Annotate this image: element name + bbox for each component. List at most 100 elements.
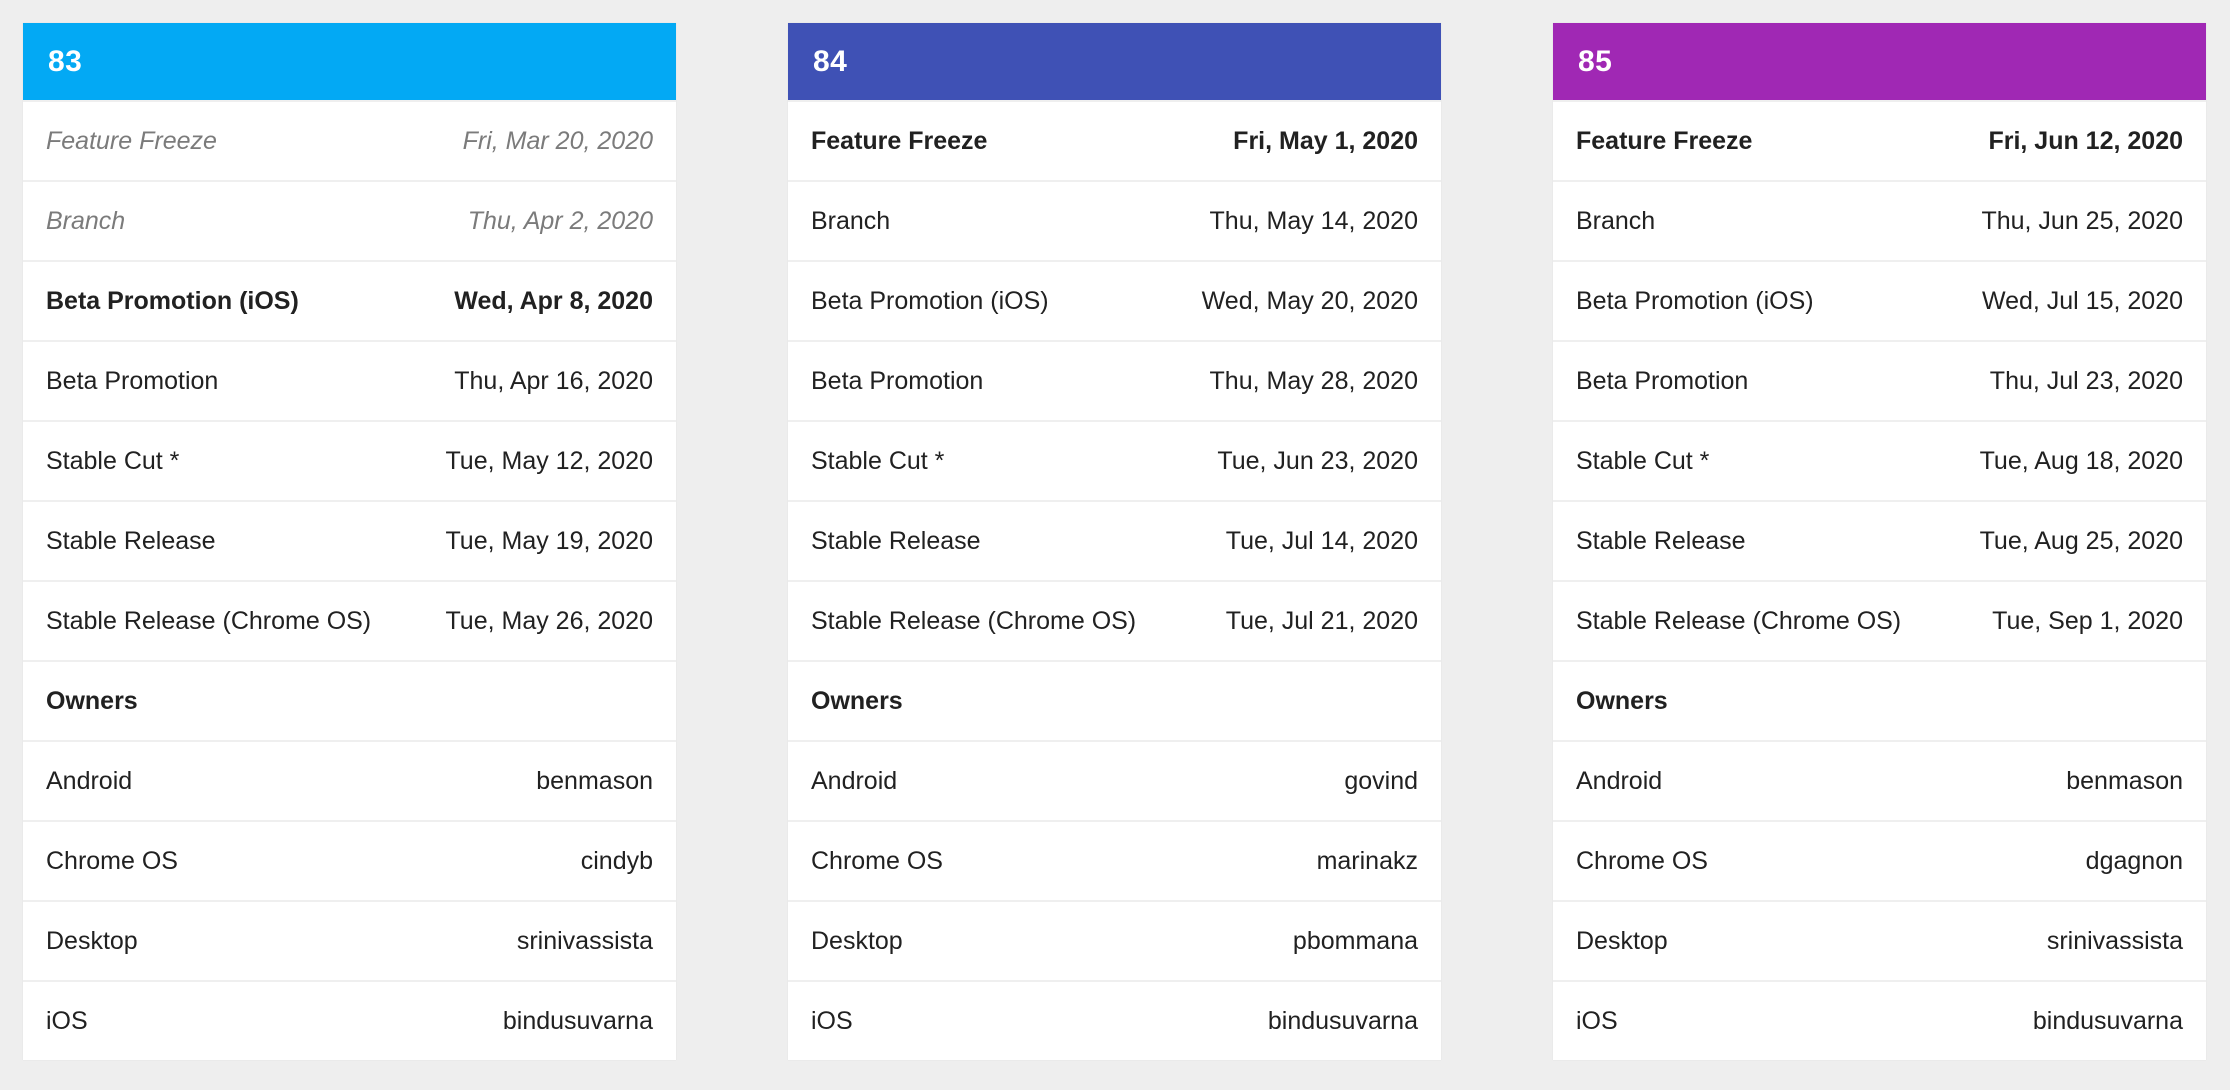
milestone-row: Feature Freeze Fri, May 1, 2020: [788, 100, 1441, 180]
owner-row: iOS bindusuvarna: [23, 980, 676, 1060]
milestone-row: Stable Release (Chrome OS) Tue, Sep 1, 20…: [1553, 580, 2206, 660]
milestone-date: Tue, May 26, 2020: [445, 606, 653, 635]
owners-header-row: Owners: [1553, 660, 2206, 740]
milestone-date: Tue, Sep 1, 2020: [1992, 606, 2183, 635]
owner-row: Chrome OS cindyb: [23, 820, 676, 900]
milestone-row: Stable Cut * Tue, Aug 18, 2020: [1553, 420, 2206, 500]
owners-heading: Owners: [811, 686, 903, 715]
platform-label: Desktop: [46, 926, 138, 955]
platform-label: Android: [1576, 766, 1663, 795]
milestone-label: Beta Promotion: [46, 366, 219, 395]
milestone-card-83: 83 Feature Freeze Fri, Mar 20, 2020 Branch…: [23, 23, 676, 1060]
owners-heading: Owners: [46, 686, 138, 715]
milestone-label: Branch: [1576, 206, 1656, 235]
milestone-label: Stable Release: [46, 526, 216, 555]
card-header: 85: [1553, 23, 2206, 100]
milestone-date: Wed, Jul 15, 2020: [1981, 286, 2183, 315]
platform-label: Android: [46, 766, 133, 795]
owner-username: benmason: [2066, 766, 2183, 795]
milestone-date: Tue, May 19, 2020: [445, 526, 653, 555]
owner-username: govind: [1344, 766, 1418, 795]
milestone-row: Stable Release Tue, Jul 14, 2020: [788, 500, 1441, 580]
milestone-label: Feature Freeze: [46, 126, 217, 155]
owners-header-row: Owners: [788, 660, 1441, 740]
owner-row: Android govind: [788, 740, 1441, 820]
milestone-date: Fri, Mar 20, 2020: [462, 126, 653, 155]
milestone-label: Feature Freeze: [1576, 126, 1753, 155]
release-schedule-board: 83 Feature Freeze Fri, Mar 20, 2020 Branch…: [23, 23, 2206, 1060]
milestone-row: Beta Promotion Thu, Jul 23, 2020: [1553, 340, 2206, 420]
platform-label: Desktop: [1576, 926, 1668, 955]
owner-username: bindusuvarna: [502, 1006, 653, 1035]
owner-username: benmason: [536, 766, 653, 795]
milestone-row: Beta Promotion (iOS) Wed, Jul 15, 2020: [1553, 260, 2206, 340]
milestone-label: Beta Promotion (iOS): [46, 286, 299, 315]
card-rows: Feature Freeze Fri, Mar 20, 2020 Branch Thu…: [23, 100, 676, 1060]
milestone-date: Tue, Aug 25, 2020: [1979, 526, 2183, 555]
milestone-row: Stable Release (Chrome OS) Tue, Jul 21, 2…: [788, 580, 1441, 660]
owner-username: marinakz: [1316, 846, 1418, 875]
owner-row: Chrome OS marinakz: [788, 820, 1441, 900]
milestone-label: Stable Cut *: [811, 446, 945, 475]
milestone-label: Stable Release: [1576, 526, 1746, 555]
owner-row: Desktop srinivassista: [1553, 900, 2206, 980]
platform-label: Desktop: [811, 926, 903, 955]
platform-label: Chrome OS: [1576, 846, 1708, 875]
version-number: 85: [1578, 44, 1613, 78]
milestone-row: Stable Cut * Tue, Jun 23, 2020: [788, 420, 1441, 500]
owner-row: Chrome OS dgagnon: [1553, 820, 2206, 900]
milestone-date: Thu, Jun 25, 2020: [1981, 206, 2183, 235]
milestone-label: Stable Release (Chrome OS): [811, 606, 1137, 635]
milestone-date: Tue, Jul 14, 2020: [1225, 526, 1418, 555]
milestone-label: Stable Release: [811, 526, 981, 555]
milestone-label: Beta Promotion: [1576, 366, 1749, 395]
owner-username: dgagnon: [2085, 846, 2183, 875]
milestone-label: Feature Freeze: [811, 126, 988, 155]
owners-heading: Owners: [1576, 686, 1668, 715]
milestone-date: Wed, Apr 8, 2020: [454, 286, 653, 315]
owners-header-row: Owners: [23, 660, 676, 740]
owner-row: Android benmason: [23, 740, 676, 820]
owner-username: cindyb: [580, 846, 653, 875]
milestone-date: Thu, May 28, 2020: [1209, 366, 1418, 395]
owner-username: srinivassista: [2046, 926, 2183, 955]
milestone-row: Stable Release Tue, Aug 25, 2020: [1553, 500, 2206, 580]
milestone-label: Stable Cut *: [1576, 446, 1710, 475]
milestone-date: Tue, Jul 21, 2020: [1225, 606, 1418, 635]
card-rows: Feature Freeze Fri, May 1, 2020 Branch Thu,…: [788, 100, 1441, 1060]
milestone-date: Thu, May 14, 2020: [1209, 206, 1418, 235]
milestone-date: Tue, Jun 23, 2020: [1217, 446, 1418, 475]
milestone-row: Beta Promotion (iOS) Wed, Apr 8, 2020: [23, 260, 676, 340]
milestone-row: Beta Promotion Thu, Apr 16, 2020: [23, 340, 676, 420]
owner-row: iOS bindusuvarna: [1553, 980, 2206, 1060]
owner-username: bindusuvarna: [2032, 1006, 2183, 1035]
milestone-date: Tue, Aug 18, 2020: [1979, 446, 2183, 475]
card-header: 83: [23, 23, 676, 100]
milestone-date: Tue, May 12, 2020: [445, 446, 653, 475]
milestone-label: Stable Release (Chrome OS): [1576, 606, 1902, 635]
platform-label: iOS: [1576, 1006, 1618, 1035]
version-number: 84: [813, 44, 848, 78]
milestone-card-84: 84 Feature Freeze Fri, May 1, 2020 Branch T…: [788, 23, 1441, 1060]
milestone-date: Thu, Apr 2, 2020: [467, 206, 653, 235]
owner-username: bindusuvarna: [1267, 1006, 1418, 1035]
milestone-label: Stable Release (Chrome OS): [46, 606, 372, 635]
milestone-row: Branch Thu, Apr 2, 2020: [23, 180, 676, 260]
milestone-date: Fri, May 1, 2020: [1233, 126, 1418, 155]
owner-username: pbommana: [1292, 926, 1418, 955]
milestone-date: Fri, Jun 12, 2020: [1988, 126, 2183, 155]
milestone-label: Beta Promotion: [811, 366, 984, 395]
milestone-row: Beta Promotion Thu, May 28, 2020: [788, 340, 1441, 420]
milestone-label: Beta Promotion (iOS): [1576, 286, 1814, 315]
owner-row: Desktop srinivassista: [23, 900, 676, 980]
platform-label: iOS: [811, 1006, 853, 1035]
milestone-row: Beta Promotion (iOS) Wed, May 20, 2020: [788, 260, 1441, 340]
platform-label: Chrome OS: [811, 846, 943, 875]
milestone-label: Branch: [811, 206, 891, 235]
owner-row: iOS bindusuvarna: [788, 980, 1441, 1060]
milestone-row: Feature Freeze Fri, Jun 12, 2020: [1553, 100, 2206, 180]
milestone-row: Stable Release Tue, May 19, 2020: [23, 500, 676, 580]
milestone-label: Stable Cut *: [46, 446, 180, 475]
owner-row: Android benmason: [1553, 740, 2206, 820]
card-rows: Feature Freeze Fri, Jun 12, 2020 Branch Thu…: [1553, 100, 2206, 1060]
